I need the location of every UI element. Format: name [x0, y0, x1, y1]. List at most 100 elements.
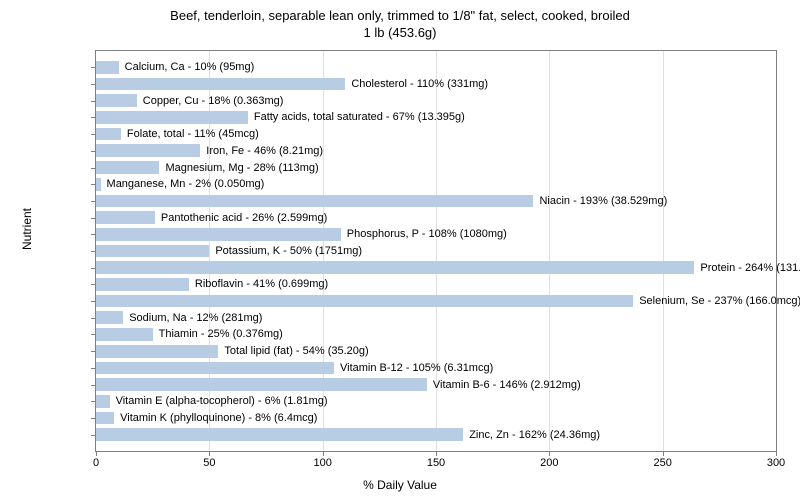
bar-row: Vitamin K (phylloquinone) - 8% (6.4mcg) — [96, 410, 776, 427]
bar-label: Vitamin E (alpha-tocopherol) - 6% (1.81m… — [110, 395, 328, 407]
bar — [96, 328, 153, 341]
x-tick-label: 0 — [93, 457, 99, 469]
bar-row: Zinc, Zn - 162% (24.36mg) — [96, 426, 776, 443]
y-tick-mark — [91, 201, 96, 202]
bar-label: Copper, Cu - 18% (0.363mg) — [137, 95, 284, 107]
bar — [96, 345, 218, 358]
bar-row: Riboflavin - 41% (0.699mg) — [96, 276, 776, 293]
y-tick-mark — [91, 268, 96, 269]
bar-row: Selenium, Se - 237% (166.0mcg) — [96, 293, 776, 310]
bar-row: Magnesium, Mg - 28% (113mg) — [96, 159, 776, 176]
x-tick-mark — [663, 451, 664, 456]
bar-label: Calcium, Ca - 10% (95mg) — [119, 61, 255, 73]
bar-label: Vitamin B-6 - 146% (2.912mg) — [427, 379, 581, 391]
bar — [96, 428, 463, 441]
bar — [96, 211, 155, 224]
nutrient-chart: Beef, tenderloin, separable lean only, t… — [0, 0, 800, 500]
y-tick-mark — [91, 84, 96, 85]
x-tick-label: 200 — [540, 457, 558, 469]
bar-label: Folate, total - 11% (45mcg) — [121, 128, 259, 140]
x-tick-label: 100 — [313, 457, 331, 469]
bar — [96, 94, 137, 107]
bar-label: Zinc, Zn - 162% (24.36mg) — [463, 429, 600, 441]
bar-label: Magnesium, Mg - 28% (113mg) — [159, 162, 318, 174]
bar — [96, 395, 110, 408]
bar-row: Sodium, Na - 12% (281mg) — [96, 309, 776, 326]
x-tick-mark — [323, 451, 324, 456]
bar-label: Sodium, Na - 12% (281mg) — [123, 312, 262, 324]
x-tick-mark — [209, 451, 210, 456]
bar — [96, 362, 334, 375]
bar-row: Total lipid (fat) - 54% (35.20g) — [96, 343, 776, 360]
bar — [96, 61, 119, 74]
bar — [96, 228, 341, 241]
bar-row: Thiamin - 25% (0.376mg) — [96, 326, 776, 343]
y-tick-mark — [91, 67, 96, 68]
y-tick-mark — [91, 134, 96, 135]
y-tick-mark — [91, 385, 96, 386]
y-tick-mark — [91, 318, 96, 319]
bar-label: Thiamin - 25% (0.376mg) — [153, 328, 283, 340]
bar — [96, 111, 248, 124]
bar-label: Iron, Fe - 46% (8.21mg) — [200, 145, 323, 157]
bar-row: Calcium, Ca - 10% (95mg) — [96, 59, 776, 76]
bar-label: Protein - 264% (131.86g) — [694, 262, 800, 274]
y-tick-mark — [91, 435, 96, 436]
y-tick-mark — [91, 251, 96, 252]
bar-row: Iron, Fe - 46% (8.21mg) — [96, 142, 776, 159]
y-tick-mark — [91, 184, 96, 185]
y-tick-mark — [91, 234, 96, 235]
x-tick-mark — [549, 451, 550, 456]
bar — [96, 412, 114, 425]
bar — [96, 295, 633, 308]
bar-label: Niacin - 193% (38.529mg) — [533, 195, 667, 207]
bar — [96, 311, 123, 324]
bar-row: Folate, total - 11% (45mcg) — [96, 126, 776, 143]
y-tick-mark — [91, 218, 96, 219]
bar-label: Pantothenic acid - 26% (2.599mg) — [155, 212, 327, 224]
y-tick-mark — [91, 101, 96, 102]
bar-label: Potassium, K - 50% (1751mg) — [209, 245, 362, 257]
y-tick-mark — [91, 117, 96, 118]
bar — [96, 195, 533, 208]
bar-row: Phosphorus, P - 108% (1080mg) — [96, 226, 776, 243]
y-tick-mark — [91, 351, 96, 352]
bar-label: Vitamin B-12 - 105% (6.31mcg) — [334, 362, 493, 374]
bar-label: Phosphorus, P - 108% (1080mg) — [341, 228, 507, 240]
plot-area: Calcium, Ca - 10% (95mg) Cholesterol - 11… — [95, 50, 777, 452]
bar — [96, 128, 121, 141]
chart-title-line1: Beef, tenderloin, separable lean only, t… — [170, 8, 630, 23]
bar-row: Cholesterol - 110% (331mg) — [96, 76, 776, 93]
bar-row: Potassium, K - 50% (1751mg) — [96, 243, 776, 260]
bar-row: Protein - 264% (131.86g) — [96, 259, 776, 276]
y-tick-mark — [91, 418, 96, 419]
x-tick-label: 300 — [767, 457, 785, 469]
bar — [96, 261, 694, 274]
y-tick-mark — [91, 401, 96, 402]
x-axis-label: % Daily Value — [363, 478, 437, 492]
bar — [96, 144, 200, 157]
bar-row: Fatty acids, total saturated - 67% (13.3… — [96, 109, 776, 126]
y-tick-mark — [91, 301, 96, 302]
bar-label: Cholesterol - 110% (331mg) — [345, 78, 488, 90]
chart-title: Beef, tenderloin, separable lean only, t… — [0, 0, 800, 42]
bar-label: Total lipid (fat) - 54% (35.20g) — [218, 345, 368, 357]
y-tick-mark — [91, 368, 96, 369]
bar — [96, 378, 427, 391]
bar-row: Niacin - 193% (38.529mg) — [96, 193, 776, 210]
bar-row: Vitamin B-12 - 105% (6.31mcg) — [96, 360, 776, 377]
x-tick-mark — [96, 451, 97, 456]
y-tick-mark — [91, 151, 96, 152]
bar-row: Vitamin E (alpha-tocopherol) - 6% (1.81m… — [96, 393, 776, 410]
bar-row: Manganese, Mn - 2% (0.050mg) — [96, 176, 776, 193]
bar — [96, 245, 209, 258]
chart-title-line2: 1 lb (453.6g) — [364, 25, 437, 40]
y-tick-mark — [91, 284, 96, 285]
bar-label: Riboflavin - 41% (0.699mg) — [189, 278, 328, 290]
bar-row: Vitamin B-6 - 146% (2.912mg) — [96, 376, 776, 393]
bar — [96, 161, 159, 174]
bars-group: Calcium, Ca - 10% (95mg) Cholesterol - 11… — [96, 51, 776, 451]
bar-row: Copper, Cu - 18% (0.363mg) — [96, 92, 776, 109]
x-tick-label: 250 — [653, 457, 671, 469]
bar-label: Fatty acids, total saturated - 67% (13.3… — [248, 111, 465, 123]
